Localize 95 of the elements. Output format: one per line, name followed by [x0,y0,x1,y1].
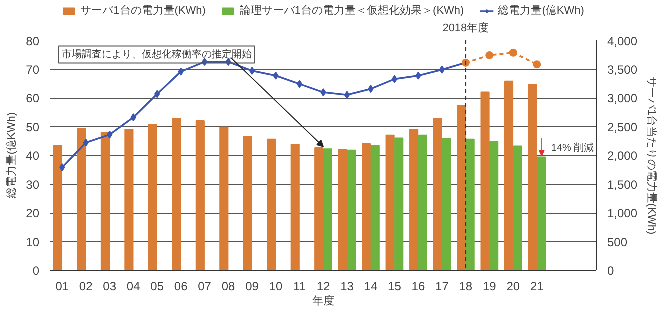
y-tick-label: 70 [26,62,40,77]
bar [243,136,252,270]
annotation: 市場調査により、仮想化稼働率の推定開始 [62,48,252,60]
point [344,91,350,100]
bar [267,138,276,270]
x-tick-label: 15 [388,280,402,294]
point [509,48,518,57]
bar [442,138,452,270]
bar [124,129,134,270]
bar [362,144,372,270]
bar [148,124,158,270]
y2-tick-label: 3,500 [608,62,638,77]
y-tick-label: 40 [26,149,40,163]
y-tick-label: 30 [26,178,40,192]
ref-line-label: 2018年度 [442,22,490,34]
y-tick-label: 50 [26,120,40,134]
x-tick-label: 02 [79,280,94,294]
x-tick-label: 06 [174,280,188,294]
bar [370,145,380,270]
x-tick-label: 04 [126,280,141,294]
point [249,66,256,75]
point [439,66,446,74]
point [296,80,303,88]
legend-label: サーバ1台の電力量(KWh) [80,4,206,18]
y-tick-label: 60 [26,92,40,106]
bar [504,80,514,270]
bar [466,138,475,270]
x-tick-label: 07 [198,280,212,294]
y2-axis-title: サーバ1台当たりの電力量(KWh) [646,76,659,235]
point [392,75,398,84]
x-tick-label: 10 [269,280,284,294]
bar [490,141,499,270]
bar [528,84,538,270]
x-tick-label: 13 [340,280,354,294]
y2-tick-label: 2,500 [608,120,638,134]
bar [410,129,419,270]
point [533,60,542,69]
point [107,130,113,139]
bar [457,104,466,270]
y2-tick-label: 1,000 [608,206,638,220]
point [416,72,422,80]
x-tick-label: 09 [246,280,260,294]
bar [290,144,300,270]
legend-label: 論理サーバ1台の電力量＜仮想化効果＞(KWh) [240,4,464,18]
x-tick-label: 03 [103,280,117,294]
point [130,114,136,122]
x-tick-label: 05 [150,280,164,294]
point [178,68,184,76]
y-tick-label: 0 [32,264,40,278]
bar [172,118,182,270]
bar [394,138,404,270]
y2-tick-label: 3,000 [608,92,638,106]
x-tick-label: 11 [294,280,306,294]
bar [323,148,332,270]
y2-tick-label: 4,000 [608,34,638,48]
bar [418,134,428,270]
x-tick-label: 12 [316,280,330,294]
x-tick-label: 01 [56,280,70,294]
bar [53,145,63,270]
bar [386,134,395,270]
annotation: 14% 削減 [551,142,594,154]
x-tick-label: 19 [483,280,497,294]
bar [347,150,356,270]
x-tick-label: 17 [436,280,450,294]
y2-tick-label: 500 [608,235,628,250]
y2-tick-label: 2,000 [608,149,638,163]
x-tick-label: 16 [412,280,426,294]
point [60,164,66,172]
bar [338,149,348,270]
y-tick-label: 20 [26,206,40,220]
bar [433,118,442,270]
point [273,72,279,80]
y-tick-label: 80 [26,34,40,48]
x-tick-label: 21 [530,280,544,294]
y-tick-label: 10 [26,235,40,250]
legend-label: 総電力量(億KWh) [498,4,584,18]
point [154,90,160,98]
y2-tick-label: 1,500 [608,178,638,192]
y2-tick-label: 0 [608,264,614,278]
bar [100,132,110,270]
point [486,51,494,60]
x-tick-label: 14 [364,280,378,294]
bar [77,128,86,270]
y-axis-title: 総電力量(億KWh) [5,112,18,200]
bar [480,92,490,270]
point [83,138,89,147]
bar [196,120,205,270]
bar [220,126,229,270]
x-axis-title: 年度 [312,294,334,308]
x-tick-label: 08 [222,280,236,294]
point [320,88,326,97]
x-tick-label: 20 [506,280,520,294]
x-tick-label: 18 [459,280,473,294]
point [368,85,374,94]
bar [513,146,522,270]
